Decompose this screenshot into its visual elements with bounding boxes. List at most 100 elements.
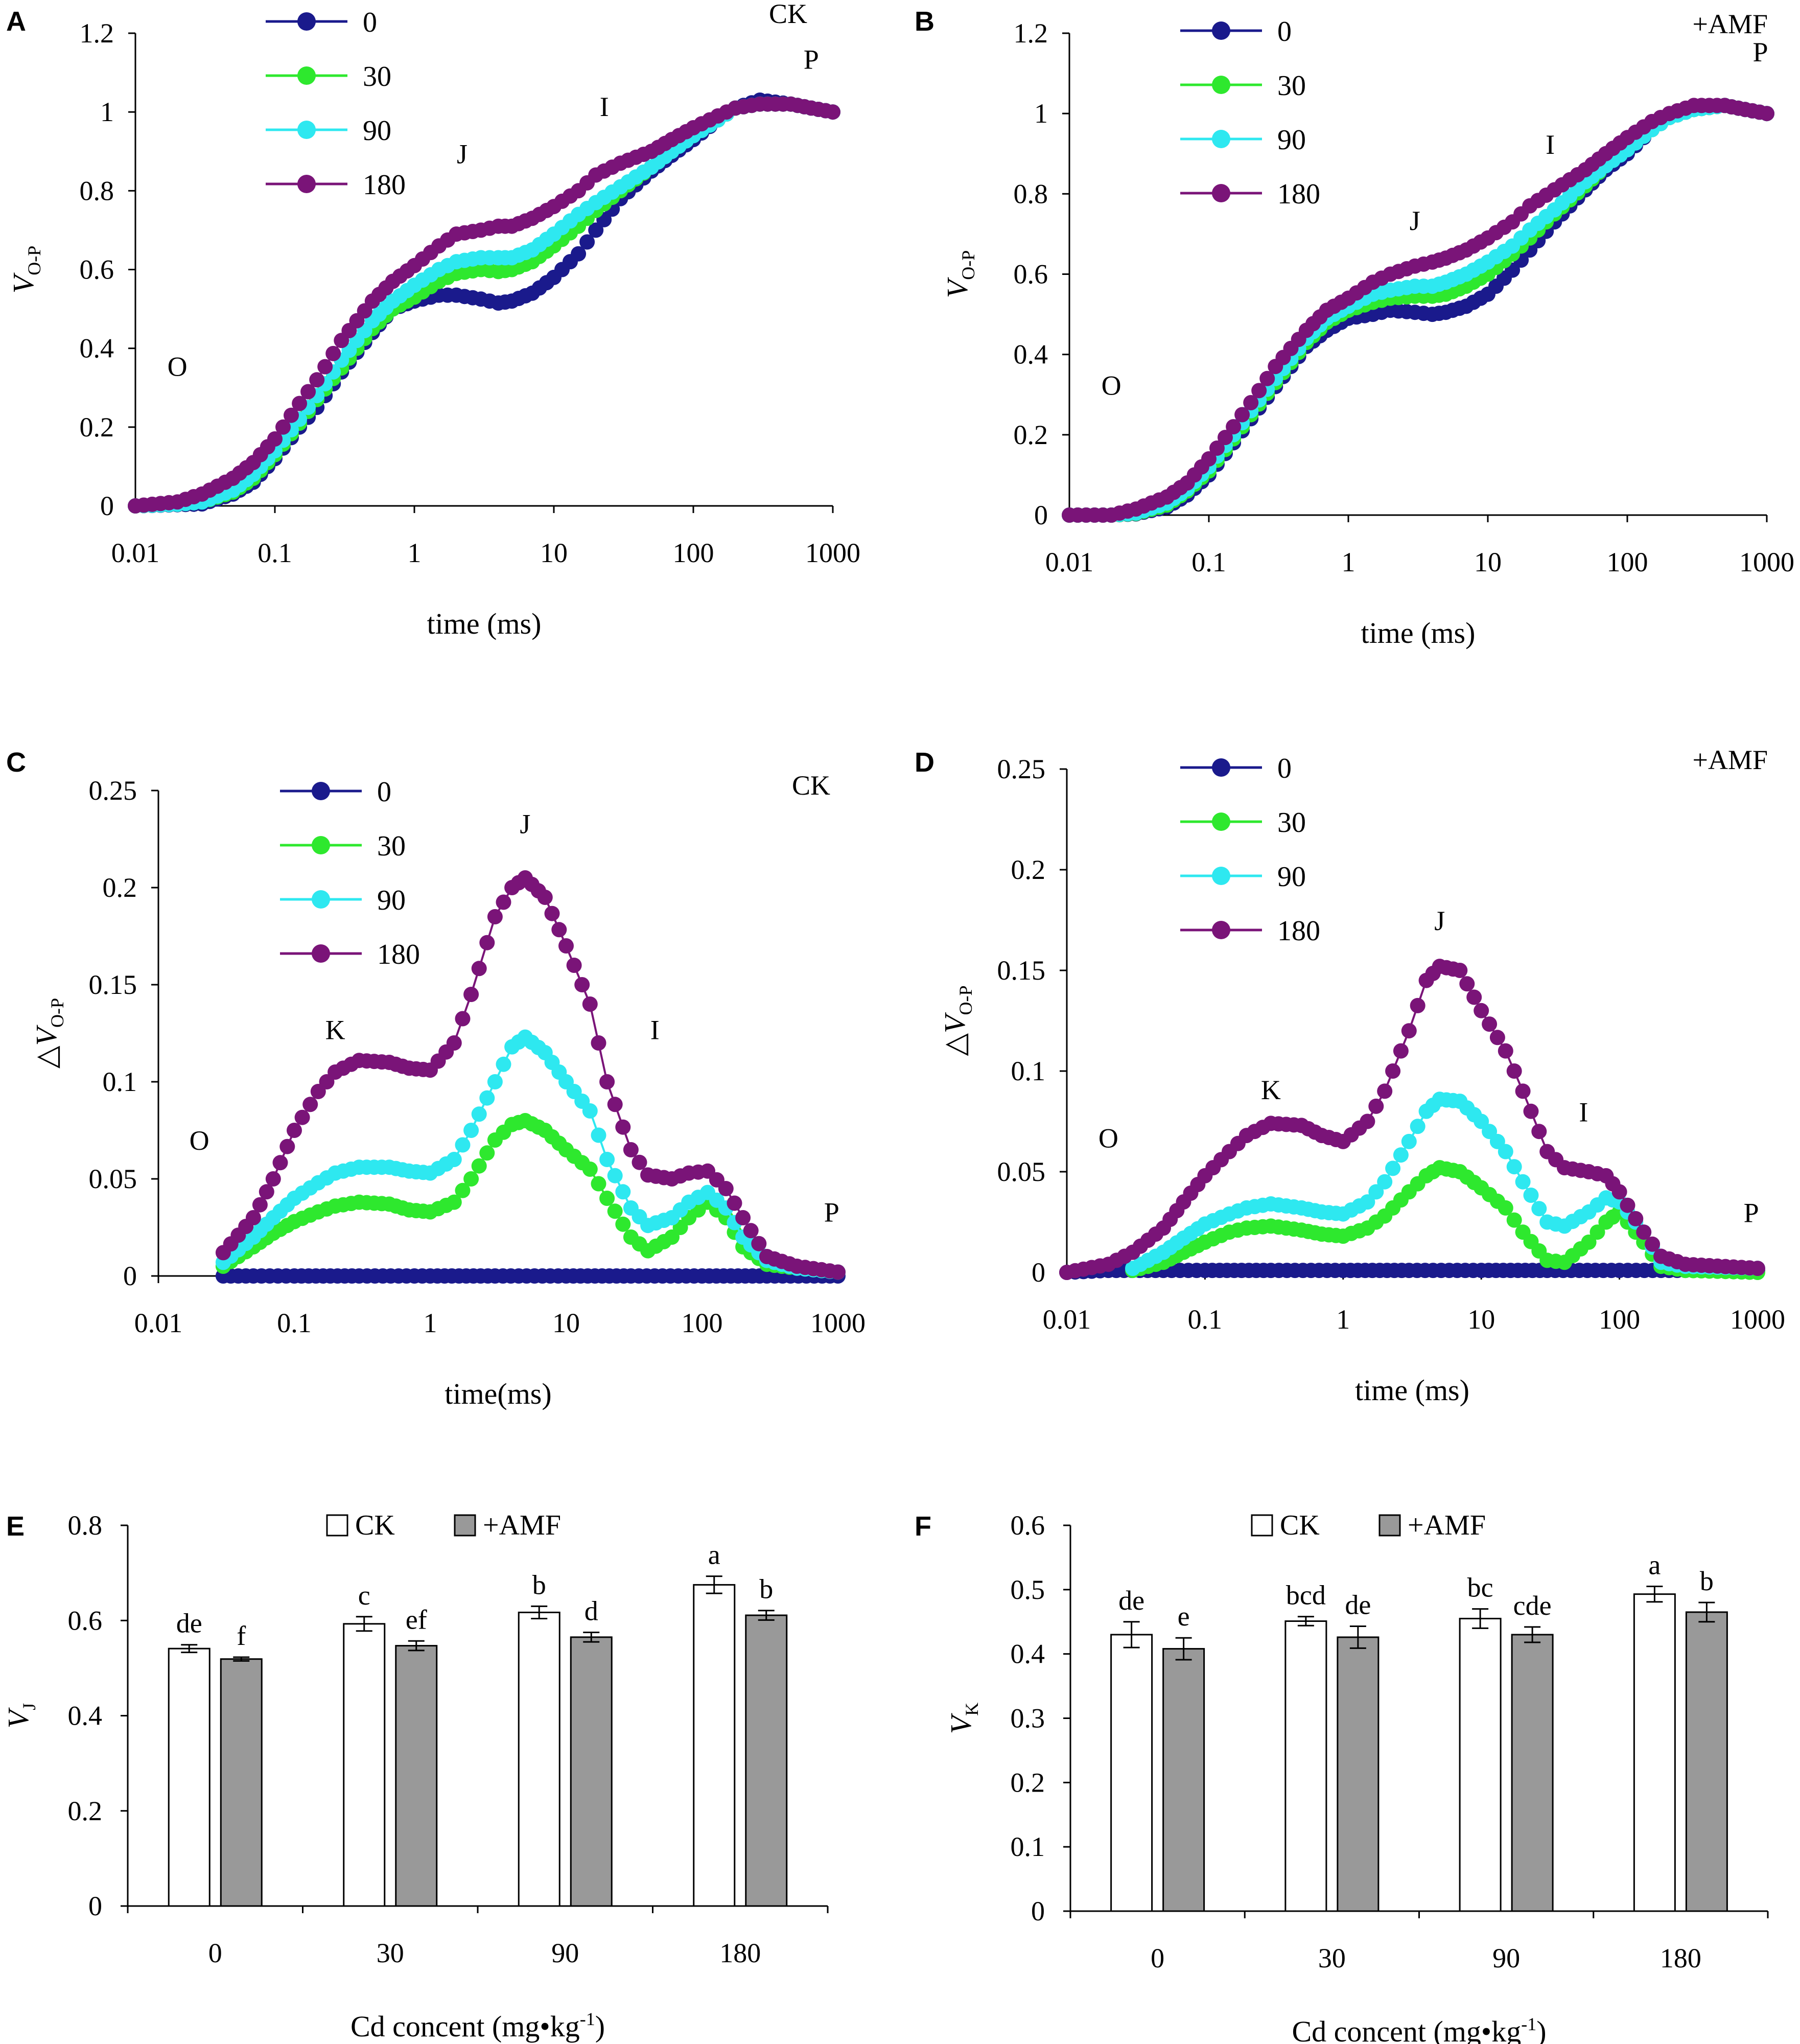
legend-item-30: 30 (280, 830, 406, 862)
y-tick-label: 0 (100, 491, 114, 521)
data-point (1611, 1184, 1627, 1200)
data-point (284, 407, 299, 423)
annotation-J: J (457, 138, 467, 169)
significance-letter: bc (1467, 1572, 1493, 1603)
data-point (496, 894, 511, 910)
y-tick-label: 0.1 (1011, 1831, 1045, 1862)
data-point (1209, 440, 1225, 456)
legend-marker (312, 782, 330, 800)
significance-letter: c (358, 1580, 370, 1611)
legend-item-30: 30 (1180, 70, 1306, 102)
data-point (1234, 407, 1250, 423)
y-tick-label: 1.2 (80, 18, 114, 49)
y-axis-title-main: △V (938, 1012, 971, 1056)
legend-item-180: 180 (280, 939, 420, 970)
x-axis-title-end: ) (1536, 2015, 1546, 2044)
annotation-P: P (1744, 1198, 1759, 1228)
legend-marker (297, 12, 316, 31)
data-point (632, 1154, 647, 1170)
x-axis-title-main: Cd concent (mg•kg (350, 2010, 580, 2043)
legend-label: 30 (1277, 70, 1306, 102)
legend-item-0: 0 (1180, 753, 1292, 784)
x-axis-title-end: ) (595, 2010, 605, 2043)
data-point (1506, 1212, 1522, 1228)
x-axis-title-sup: -1 (580, 2009, 595, 2029)
annotation-O: O (1102, 370, 1121, 401)
data-point (537, 890, 553, 905)
significance-letter: cde (1513, 1590, 1552, 1621)
data-point (1750, 1261, 1765, 1276)
x-tick-label: 0 (1151, 1943, 1164, 1973)
data-point (245, 1210, 261, 1225)
data-point (463, 1123, 479, 1138)
series-0 (215, 1268, 846, 1284)
data-point (1589, 1224, 1605, 1240)
data-point (751, 1236, 767, 1251)
data-point (1523, 1103, 1539, 1119)
data-point (599, 1152, 615, 1167)
data-point (300, 384, 316, 400)
annotation-I: I (650, 1014, 660, 1045)
legend-marker (1212, 921, 1230, 939)
y-axis-title-sub: O-P (958, 250, 978, 280)
data-point (446, 1152, 462, 1167)
data-point (1498, 1144, 1513, 1159)
panel-label: B (915, 6, 934, 37)
legend-label: 0 (1277, 753, 1292, 784)
x-tick-label: 10 (1474, 547, 1502, 577)
data-point (1482, 1016, 1498, 1032)
y-tick-label: 0.2 (1014, 420, 1048, 450)
panel-C: C 0 0.05 0.1 0.15 0.2 0.25 0.01 0.1 1 10 100 1000 tim… (6, 747, 866, 1410)
series-180 (128, 96, 840, 514)
legend-label: 90 (1277, 861, 1306, 893)
data-point (252, 1197, 268, 1213)
bar-CK (1110, 1634, 1153, 1912)
panel-B: B 0 0.2 0.4 0.6 0.8 1 1.2 0.01 0.1 1 10 100 1000 time … (915, 6, 1794, 649)
panel-E: E 0 0.2 0.4 0.6 0.8 0 de f 30 c ef 90 b d 180 a b Cd conce… (2, 1509, 829, 2043)
data-point (1360, 1194, 1375, 1210)
data-point (1385, 1160, 1401, 1176)
y-tick-label: 0.6 (68, 1605, 103, 1636)
treatment-label: CK (769, 0, 807, 29)
y-axis-title-sub: O-P (955, 985, 976, 1015)
legend-marker (312, 890, 330, 909)
annotation-O: O (1098, 1123, 1118, 1154)
legend-item-90: 90 (280, 885, 406, 916)
data-point (727, 1195, 742, 1211)
data-point (607, 1097, 623, 1112)
data-point (272, 1155, 288, 1171)
data-point (267, 431, 283, 447)
annotation-J: J (1434, 905, 1445, 936)
x-tick-label: 0.1 (258, 538, 292, 568)
legend-label: 30 (377, 830, 406, 862)
data-point (446, 1194, 462, 1210)
data-point (1506, 1063, 1522, 1079)
legend-item-CK: CK (326, 1509, 395, 1541)
legend-label: 30 (1277, 807, 1306, 839)
x-axis-title: time(ms) (445, 1377, 551, 1410)
legend-marker (1212, 812, 1230, 831)
y-tick-label: 0.2 (1011, 854, 1046, 885)
legend-label: 180 (1277, 178, 1320, 210)
y-axis-title: VO-P (7, 246, 44, 293)
y-tick-label: 0 (1034, 500, 1048, 530)
data-point (479, 1090, 495, 1106)
data-point (1466, 989, 1482, 1005)
legend-item-90: 90 (1180, 124, 1306, 156)
data-point (1377, 1083, 1393, 1099)
y-tick-label: 0.25 (89, 775, 137, 806)
legend-marker (297, 121, 316, 139)
y-tick-label: 0.05 (89, 1164, 137, 1194)
legend-swatch (454, 1514, 476, 1537)
annotation-O: O (168, 352, 188, 382)
data-point (582, 1162, 598, 1177)
bar-CK (693, 1584, 736, 1907)
series-180 (1059, 959, 1765, 1280)
data-point (566, 958, 582, 973)
data-point (1401, 1133, 1417, 1149)
data-point (471, 1158, 487, 1174)
data-point (591, 1176, 606, 1192)
data-point (825, 104, 840, 120)
data-point (1452, 963, 1468, 978)
x-axis-title: time (ms) (1355, 1374, 1469, 1407)
